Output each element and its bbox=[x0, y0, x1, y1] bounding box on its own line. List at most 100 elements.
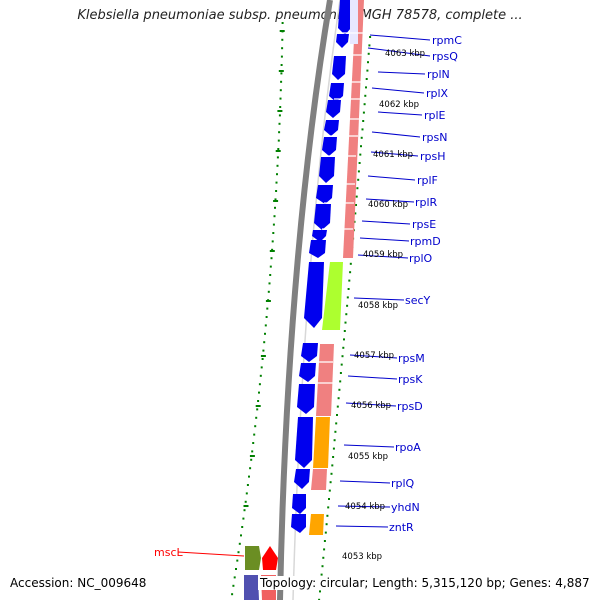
dot-tick bbox=[347, 288, 350, 290]
dot-tick bbox=[340, 363, 343, 366]
gene-arrow bbox=[316, 185, 333, 204]
dot-tick bbox=[329, 481, 332, 484]
dot-tick bbox=[331, 464, 334, 467]
dot-tick bbox=[332, 456, 335, 458]
major-tick bbox=[265, 300, 271, 302]
dot-tick bbox=[275, 181, 278, 184]
dot-tick bbox=[272, 223, 275, 226]
kbp-label-group: 4063 kbp 4062 kbp 4061 kbp 4060 kbp 4059… bbox=[342, 49, 425, 562]
dot-tick bbox=[324, 531, 327, 534]
dot-tick bbox=[349, 271, 352, 274]
feature-ribosomal bbox=[316, 344, 334, 416]
dot-tick bbox=[346, 304, 349, 307]
kbp-label: 4059 kbp bbox=[363, 250, 403, 260]
feature-ribosomal bbox=[343, 0, 364, 258]
dot-tick bbox=[362, 120, 365, 122]
gene-label-rplQ: rplQ bbox=[391, 477, 415, 490]
dot-tick bbox=[252, 442, 255, 444]
gene-label-rplN: rplN bbox=[427, 68, 450, 81]
dot-tick bbox=[321, 565, 324, 568]
dot-tick bbox=[277, 148, 280, 150]
feature-rplQ bbox=[311, 469, 327, 490]
dot-tick bbox=[235, 568, 237, 570]
gene-label-rplO: rplO bbox=[409, 252, 433, 265]
gene-label-rpmD: rpmD bbox=[410, 235, 441, 248]
dot-tick bbox=[345, 313, 348, 316]
major-tick bbox=[275, 150, 281, 152]
dot-tick bbox=[281, 22, 284, 24]
dot-tick bbox=[365, 78, 368, 80]
dot-tick bbox=[280, 64, 283, 66]
dot-tick bbox=[274, 206, 276, 209]
dot-tick bbox=[367, 52, 370, 55]
gene-arrow bbox=[324, 120, 339, 136]
dot-tick bbox=[275, 190, 278, 192]
kbp-label: 4062 kbp bbox=[379, 100, 419, 110]
dot-tick bbox=[326, 514, 329, 517]
gene-label-rpsN: rpsN bbox=[422, 131, 447, 144]
gene-label-rpsD: rpsD bbox=[397, 400, 423, 413]
gene-arrow bbox=[336, 34, 349, 48]
gene-label-rpsK: rpsK bbox=[398, 373, 423, 386]
dot-tick bbox=[240, 534, 242, 537]
gene-arrow bbox=[329, 83, 344, 102]
dot-tick bbox=[360, 136, 363, 139]
kbp-label: 4054 kbp bbox=[345, 502, 385, 512]
dot-tick bbox=[242, 517, 245, 520]
dot-tick bbox=[237, 551, 240, 554]
dot-tick bbox=[349, 262, 352, 265]
dot-tick bbox=[281, 47, 284, 50]
dot-tick bbox=[276, 156, 279, 159]
feature-zntR bbox=[309, 514, 324, 535]
dot-tick bbox=[254, 425, 257, 428]
dot-tick bbox=[273, 215, 276, 218]
dot-tick bbox=[249, 467, 252, 470]
dot-tick bbox=[280, 55, 283, 58]
major-tick bbox=[277, 110, 283, 112]
dot-tick bbox=[362, 111, 365, 114]
topology-text: Topology: circular; Length: 5,315,120 bp… bbox=[258, 576, 592, 590]
kbp-label: 4061 kbp bbox=[373, 150, 413, 160]
kbp-label: 4058 kbp bbox=[358, 301, 398, 311]
gene-label-mscL: mscL bbox=[154, 546, 183, 559]
kbp-label: 4057 kbp bbox=[354, 351, 394, 361]
dot-tick bbox=[255, 416, 258, 419]
backbone-line bbox=[277, 0, 333, 600]
dot-tick bbox=[259, 374, 262, 377]
dot-tick bbox=[341, 355, 344, 358]
map-title: Klebsiella pneumoniae subsp. pneumoniae … bbox=[77, 8, 523, 23]
dot-tick bbox=[330, 472, 333, 475]
dot-tick bbox=[271, 248, 274, 251]
dot-tick bbox=[250, 458, 253, 461]
gene-label-rpsE: rpsE bbox=[412, 218, 436, 231]
dot-tick bbox=[268, 282, 271, 285]
gene-arrow bbox=[338, 0, 352, 35]
dot-tick bbox=[344, 321, 347, 324]
dot-tick bbox=[346, 296, 349, 299]
dot-tick bbox=[279, 97, 282, 100]
major-tick bbox=[273, 200, 279, 202]
dot-tick bbox=[243, 509, 246, 512]
dotted-arcs bbox=[231, 22, 372, 600]
dot-tick bbox=[368, 44, 371, 47]
dot-tick bbox=[361, 128, 364, 131]
label-connectors bbox=[335, 34, 431, 528]
dot-tick bbox=[278, 122, 281, 125]
dot-tick bbox=[257, 400, 260, 402]
gene-arrow bbox=[332, 56, 346, 80]
dot-tick bbox=[277, 139, 280, 142]
dot-tick bbox=[319, 590, 321, 593]
dot-tick bbox=[266, 307, 269, 310]
dot-tick bbox=[278, 114, 281, 117]
gene-label-secY: secY bbox=[405, 294, 431, 307]
inner-features bbox=[309, 0, 366, 535]
gene-label-rpmC: rpmC bbox=[432, 34, 462, 47]
dot-tick bbox=[270, 257, 273, 260]
dot-tick bbox=[360, 145, 362, 148]
dot-tick bbox=[354, 212, 357, 215]
dot-tick bbox=[278, 131, 281, 134]
dot-tick bbox=[248, 475, 250, 478]
gene-label-rpoA: rpoA bbox=[395, 441, 421, 454]
gene-arrow bbox=[299, 363, 316, 382]
